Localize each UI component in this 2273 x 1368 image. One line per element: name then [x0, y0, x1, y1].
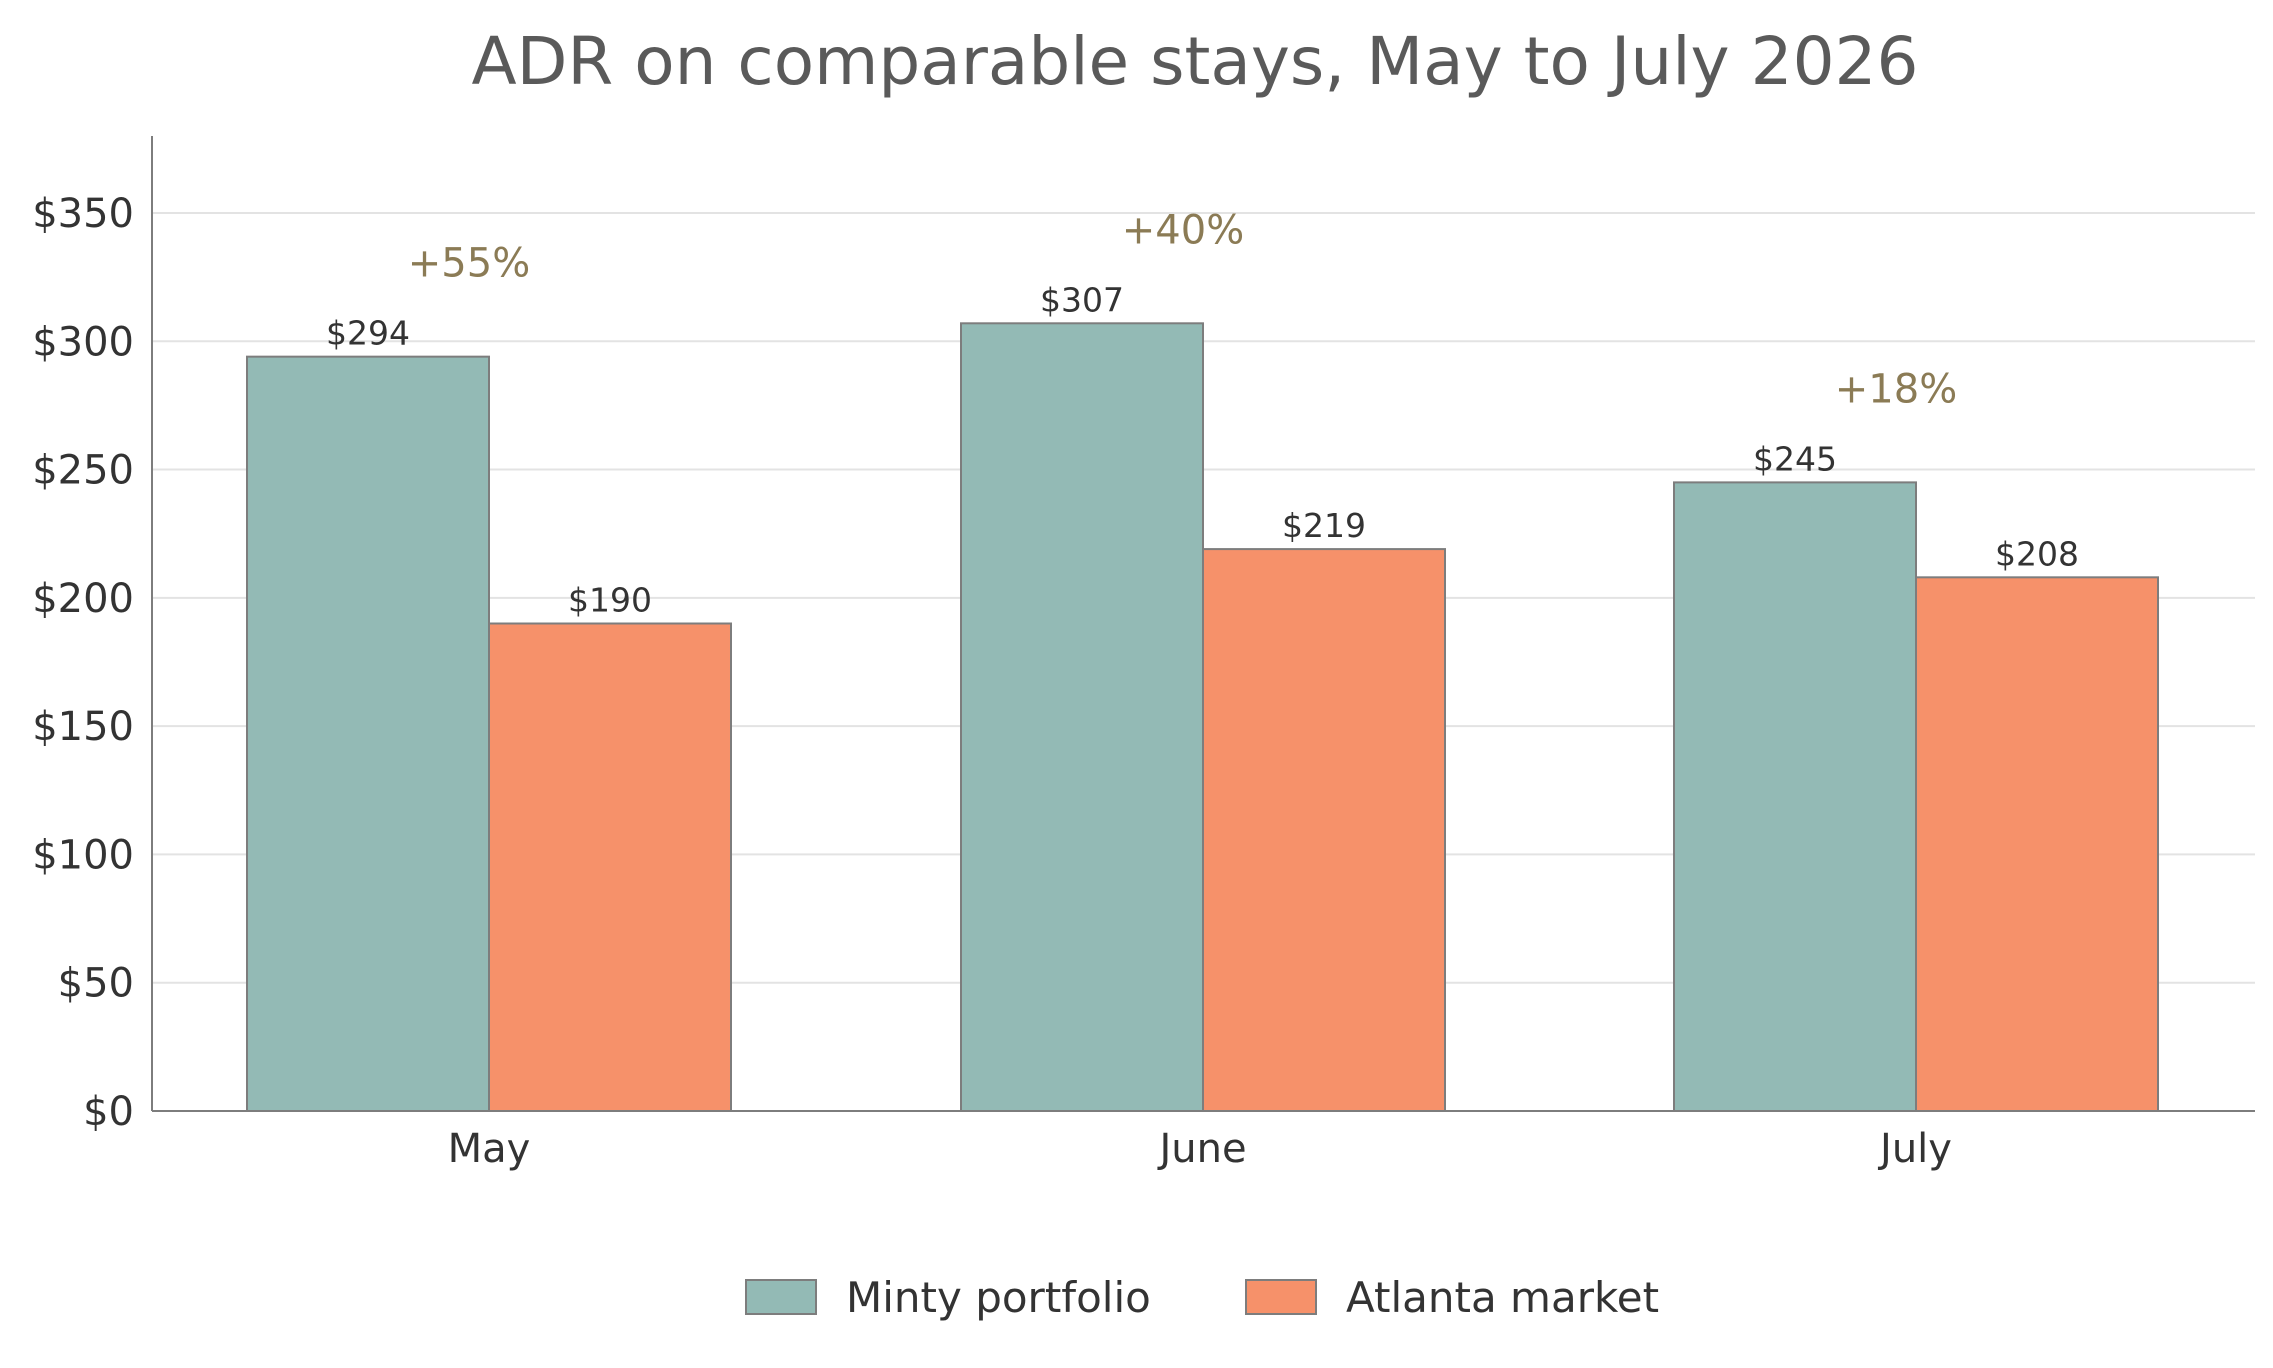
- axes: $0 $50 $100 $150 $200 $250 $300 $350 May June July: [32, 136, 2255, 1172]
- x-category-label: July: [1877, 1126, 1952, 1172]
- bar-atlanta-market-july: [1915, 576, 2159, 1112]
- bars: [246, 322, 2159, 1113]
- legend-swatch-minty-portfolio: [745, 1279, 817, 1315]
- y-tick-label: $350: [32, 191, 134, 237]
- percent-difference-annotation: +18%: [1835, 366, 1957, 412]
- bar-atlanta-market-june: [1202, 548, 1446, 1112]
- data-labels: $294 $307 $245 $190 $219 $208 +55% +40% +18%: [326, 207, 2079, 619]
- legend-label: Atlanta market: [1346, 1273, 1659, 1322]
- y-tick-label: $0: [83, 1089, 134, 1135]
- y-tick-label: $300: [32, 319, 134, 365]
- percent-difference-annotation: +40%: [1122, 207, 1244, 253]
- percent-difference-annotation: +55%: [408, 241, 530, 287]
- y-tick-label: $100: [32, 832, 134, 878]
- bar-atlanta-market-may: [488, 622, 732, 1112]
- y-tick-label: $250: [32, 448, 134, 494]
- x-category-label: May: [448, 1126, 531, 1172]
- legend-swatch-atlanta-market: [1245, 1279, 1317, 1315]
- bar-value-label: $208: [1995, 534, 2079, 573]
- legend-label: Minty portfolio: [846, 1273, 1151, 1322]
- legend: Minty portfolio Atlanta market: [745, 1273, 1659, 1322]
- y-tick-label: $200: [32, 576, 134, 622]
- bar-value-label: $219: [1282, 506, 1366, 545]
- bar-value-label: $245: [1753, 439, 1837, 478]
- bar-minty-portfolio-may: [246, 355, 490, 1112]
- bar-value-label: $294: [326, 314, 410, 353]
- bar-minty-portfolio-july: [1673, 481, 1917, 1112]
- y-tick-label: $50: [58, 961, 134, 1007]
- x-category-label: June: [1156, 1126, 1246, 1172]
- y-tick-label: $150: [32, 704, 134, 750]
- bar-value-label: $190: [568, 581, 652, 620]
- chart-title: ADR on comparable stays, May to July 202…: [471, 23, 1918, 100]
- bar-value-label: $307: [1040, 280, 1124, 319]
- bar-minty-portfolio-june: [960, 322, 1204, 1113]
